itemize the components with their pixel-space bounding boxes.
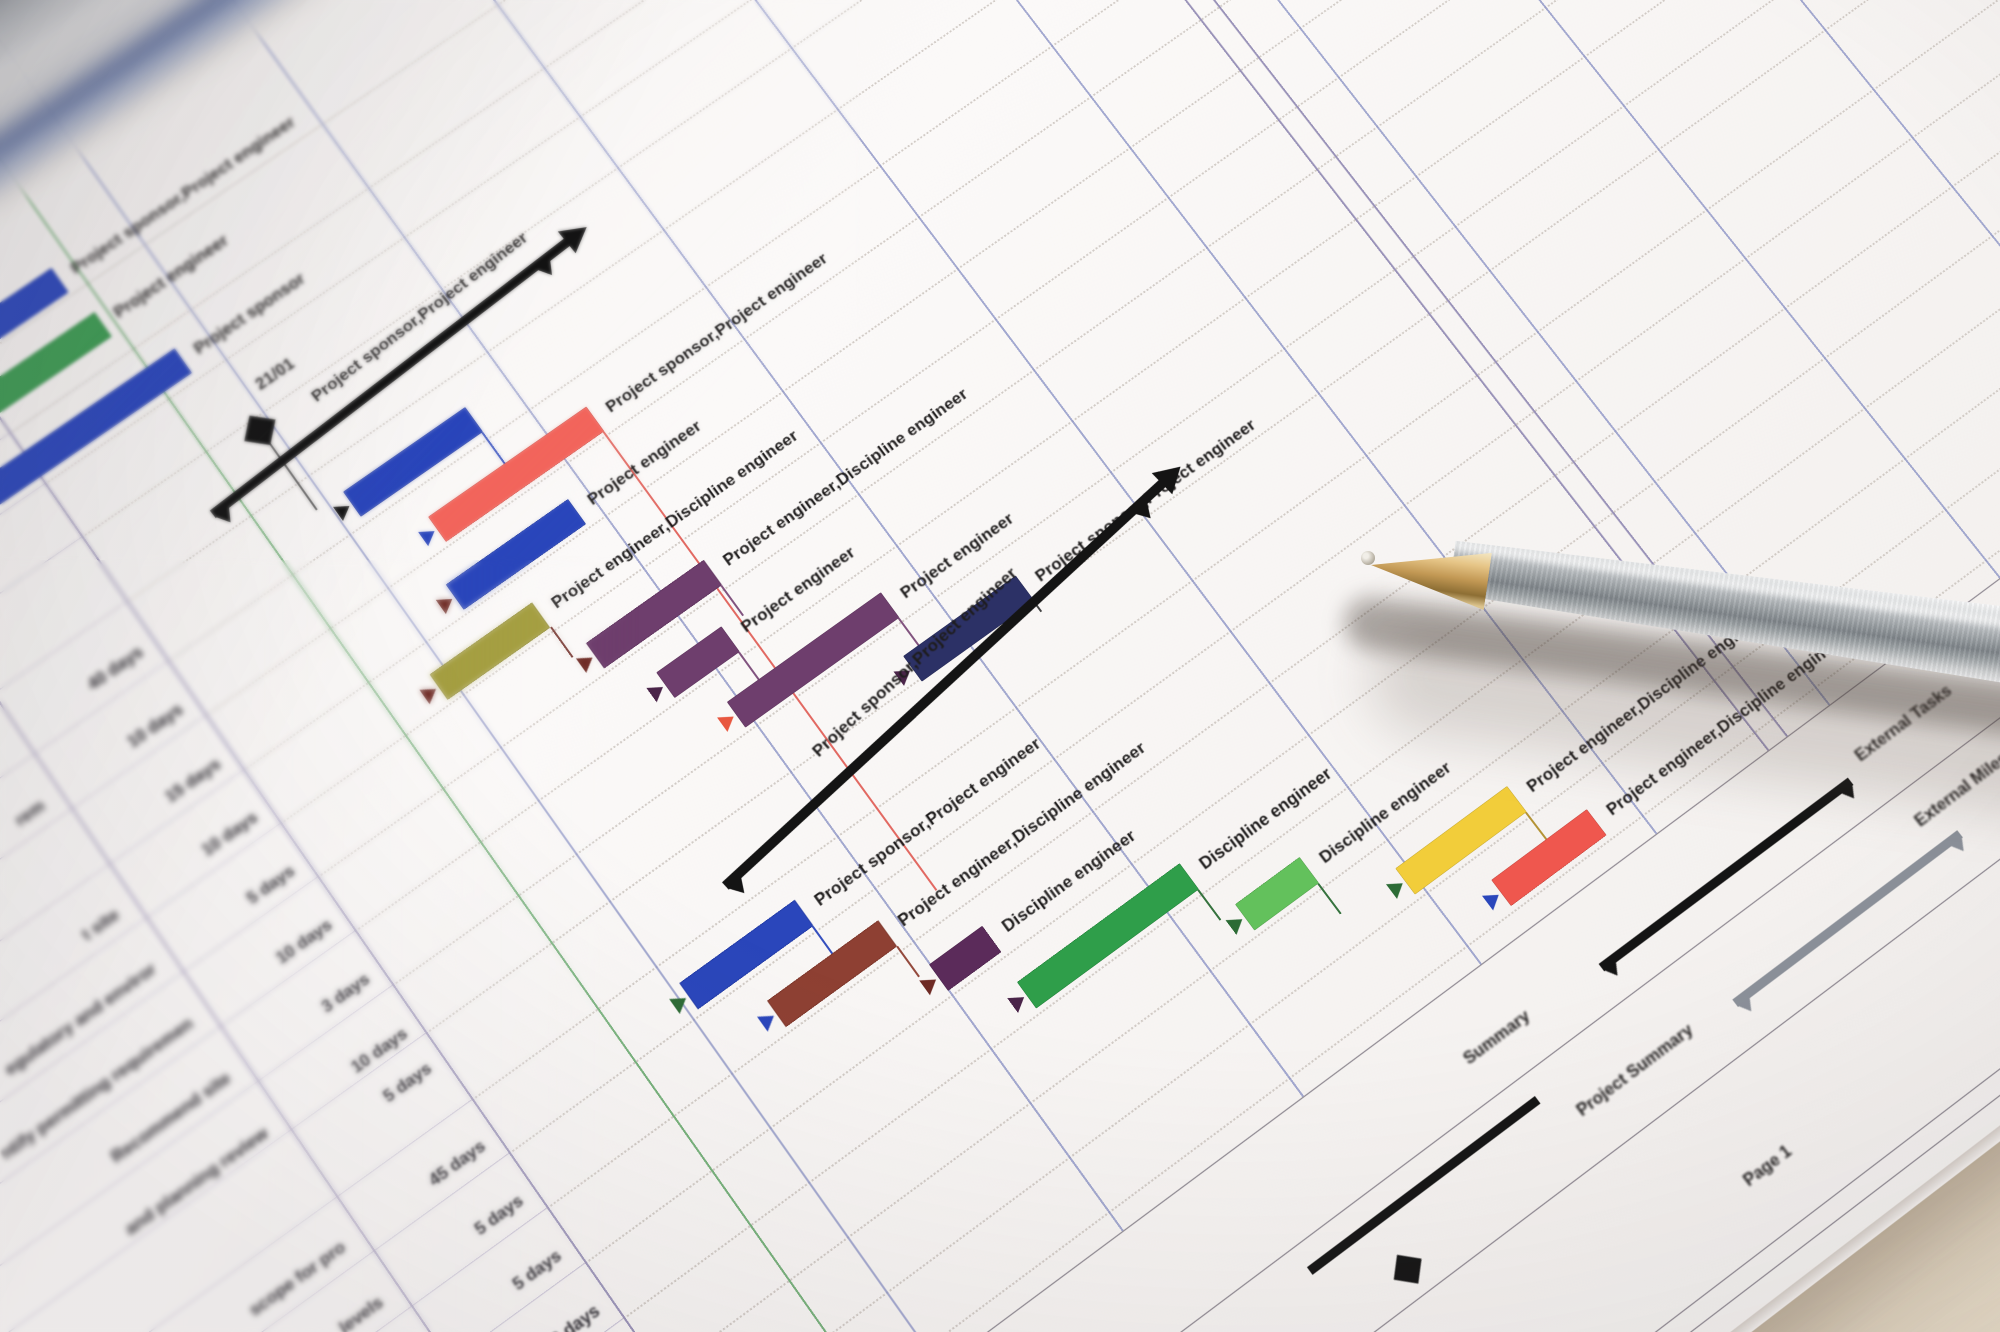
duration-cell: 5 days [392, 1246, 565, 1332]
milestone-diamond-icon [244, 416, 275, 446]
bracket-endcap-icon [1737, 996, 1758, 1016]
milestone-date-label: 21/01 [252, 354, 298, 394]
legend-label: Project Summary [1573, 1020, 1698, 1121]
pen-tip-ball [1361, 551, 1375, 565]
link-arrow-icon [419, 682, 441, 705]
link-arrow-icon [717, 709, 739, 732]
link-arrow-icon [757, 1008, 779, 1031]
week-gridline [499, 0, 1482, 965]
link-arrow-icon [436, 592, 458, 614]
dependency-link-line [603, 431, 937, 890]
bracket-endcap-icon [1949, 836, 1970, 856]
summary-endcap-icon [215, 506, 238, 528]
link-arrow-icon [1226, 912, 1248, 935]
summary-endcap-icon [727, 876, 751, 899]
resource-label: Discipline engineer [1196, 764, 1336, 874]
chart-row-dotted-line [471, 0, 2000, 1101]
dependency-link-line [1197, 889, 1221, 920]
resource-label: Project engineer [110, 231, 232, 322]
week-gridline [1164, 0, 2000, 453]
resource-label: Project sponsor,Project engineer [811, 734, 1045, 911]
photo-scene: Project sponsor,Project engineer Project … [0, 0, 2000, 1332]
chart-row-dotted-line [9, 0, 1674, 434]
link-arrow-icon [576, 650, 598, 672]
link-arrow-icon [1386, 876, 1408, 899]
legend-label: Summary [1459, 1006, 1534, 1069]
bracket-endcap-icon [1603, 960, 1624, 980]
page-number-label: Page 1 [1739, 1141, 1796, 1191]
link-arrow-icon [919, 972, 941, 995]
task-bar [1017, 863, 1199, 1008]
legend-project-summary-sample [1732, 830, 1963, 1007]
summary-arrowhead-icon [558, 216, 596, 253]
task-bar [430, 602, 551, 700]
summary-endcap-icon [536, 259, 559, 281]
task-bar [929, 926, 1001, 991]
dependency-link-line [1317, 883, 1341, 914]
dependency-link-line [550, 627, 573, 658]
table-row-line [0, 433, 10, 1332]
link-arrow-icon [646, 680, 668, 702]
chart-row-dotted-line [392, 0, 2000, 986]
dependency-link-line [481, 432, 507, 467]
chart-row-dotted-line [44, 0, 1711, 485]
link-arrow-icon [418, 524, 440, 546]
legend-milestone-sample [1394, 1255, 1422, 1284]
link-arrow-icon [1007, 990, 1029, 1013]
link-arrow-icon [1482, 887, 1504, 910]
chart-row-dotted-line [126, 0, 1798, 603]
summary-resource-label: Project sponsor,Project engineer [308, 229, 532, 406]
legend-progress-line-sample [1307, 1096, 1541, 1275]
dependency-link-line [896, 946, 919, 977]
table-row-line [0, 1318, 624, 1332]
table-row-line [0, 877, 318, 1332]
